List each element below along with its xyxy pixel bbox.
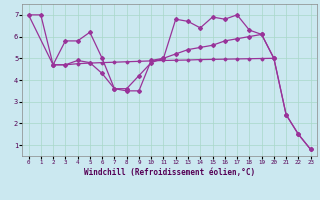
X-axis label: Windchill (Refroidissement éolien,°C): Windchill (Refroidissement éolien,°C) <box>84 168 255 177</box>
